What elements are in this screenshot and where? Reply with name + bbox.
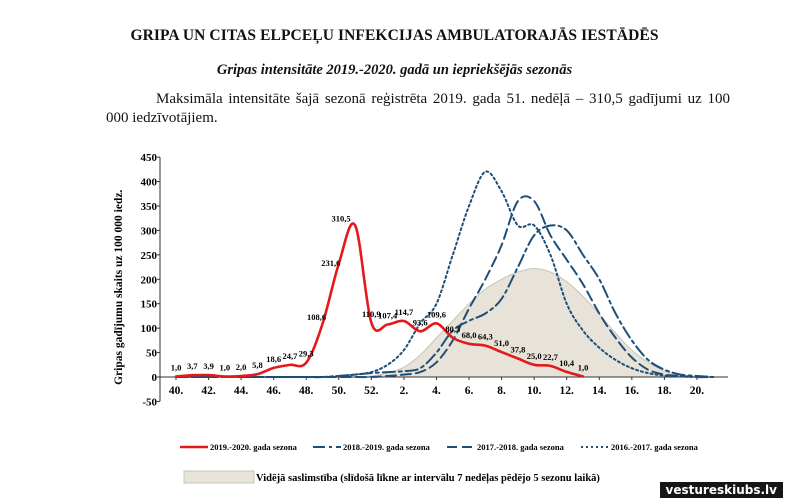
x-tick-label: 48.	[299, 385, 314, 397]
data-label: 114,7	[395, 307, 414, 317]
y-tick-label: 350	[141, 201, 158, 213]
data-label: 107,4	[378, 311, 398, 321]
y-tick-label: 150	[141, 299, 158, 311]
legend-label: 2019.-2020. gada sezona	[210, 442, 298, 452]
data-label: 24,7	[283, 351, 299, 361]
data-label: 231,6	[321, 258, 340, 268]
x-tick-label: 16.	[625, 385, 640, 397]
chart-subtitle: Gripas intensitāte 2019.-2020. gadā un i…	[216, 62, 573, 78]
data-label: 22,7	[543, 352, 559, 362]
data-label: 51,0	[494, 338, 509, 348]
y-axis-title: Gripas gadījumu skaits uz 100 000 iedz.	[113, 190, 125, 385]
y-tick-label: 400	[141, 177, 158, 189]
x-tick-label: 12.	[560, 385, 575, 397]
x-tick-label: 46.	[266, 385, 281, 397]
series-line-2019-2020	[174, 222, 585, 378]
data-label: 108,6	[307, 312, 326, 322]
legend-area-swatch	[183, 470, 255, 484]
data-label: 1,0	[578, 363, 589, 373]
legend-label: 2017.-2018. gada sezona	[477, 442, 565, 452]
x-tick-label: 52.	[364, 385, 379, 397]
watermark: vestureskiubs.lv	[659, 482, 783, 498]
data-label: 110,9	[362, 309, 381, 319]
legend-area-label: Vidējā saslimstība (slīdošā līkne ar int…	[256, 473, 600, 484]
series-line-2018-2019	[175, 224, 715, 379]
data-label: 1,0	[220, 363, 231, 373]
x-tick-label: 50.	[332, 385, 347, 397]
series-line-2016-2017	[175, 170, 715, 379]
x-tick-label: 18.	[657, 385, 672, 397]
data-label: 37,8	[510, 345, 525, 355]
data-label: 64,3	[478, 332, 493, 342]
y-tick-label: 50	[146, 348, 158, 360]
data-label: 10,4	[559, 358, 575, 368]
legend-label: 2016.-2017. gada sezona	[611, 442, 699, 452]
data-label: 5,8	[252, 360, 263, 370]
axes-layer: 450 400 350 300 250 200 150 100 50 0 -50 40. 42. 44. 4…	[113, 152, 728, 408]
data-label: 68,0	[462, 330, 477, 340]
x-tick-label: 14.	[592, 385, 607, 397]
data-label: 29,3	[299, 349, 314, 359]
data-label: 1,0	[171, 363, 182, 373]
y-tick-label: 0	[152, 372, 158, 384]
data-label: 18,6	[266, 354, 281, 364]
data-label: 25,0	[527, 351, 542, 361]
data-labels-layer: 1,0 3,7 3,9 1,0 2,0 5,818,6 24,7 29,3 108,6 231,6…	[171, 213, 589, 372]
x-tick-label: 2.	[400, 385, 409, 397]
legend-label: 2018.-2019. gada sezona	[343, 442, 431, 452]
data-label: 3,7	[187, 361, 198, 371]
data-label: 80,3	[445, 324, 460, 334]
data-label: 2,0	[236, 362, 247, 372]
y-tick-label: 300	[141, 225, 158, 237]
x-tick-label: 42.	[201, 385, 216, 397]
x-tick-label: 4.	[432, 385, 441, 397]
y-tick-label: 100	[141, 323, 158, 335]
x-tick-label: 40.	[169, 385, 184, 397]
x-tick-label: 10.	[527, 385, 542, 397]
data-label: 93,6	[413, 317, 428, 327]
legend: 2019.-2020. gada sezona 2018.-2019. gada …	[180, 442, 699, 484]
data-label: 3,9	[203, 361, 214, 371]
y-tick-label: -50	[142, 396, 157, 408]
intro-paragraph: Maksimāla intensitāte šajā sezonā reģist…	[106, 91, 730, 126]
y-tick-label: 450	[141, 152, 158, 164]
data-label: 310,5	[332, 213, 351, 223]
x-tick-label: 8.	[497, 385, 506, 397]
series-layer	[174, 170, 715, 379]
x-tick-label: 44.	[234, 385, 249, 397]
data-label: 109,6	[427, 309, 446, 319]
report-title: GRIPA UN CITAS ELPCEĻU INFEKCIJAS AMBULA…	[130, 27, 659, 44]
y-tick-label: 250	[141, 250, 158, 262]
y-tick-label: 200	[141, 274, 158, 286]
x-tick-label: 6.	[465, 385, 474, 397]
x-tick-label: 20.	[690, 385, 705, 397]
